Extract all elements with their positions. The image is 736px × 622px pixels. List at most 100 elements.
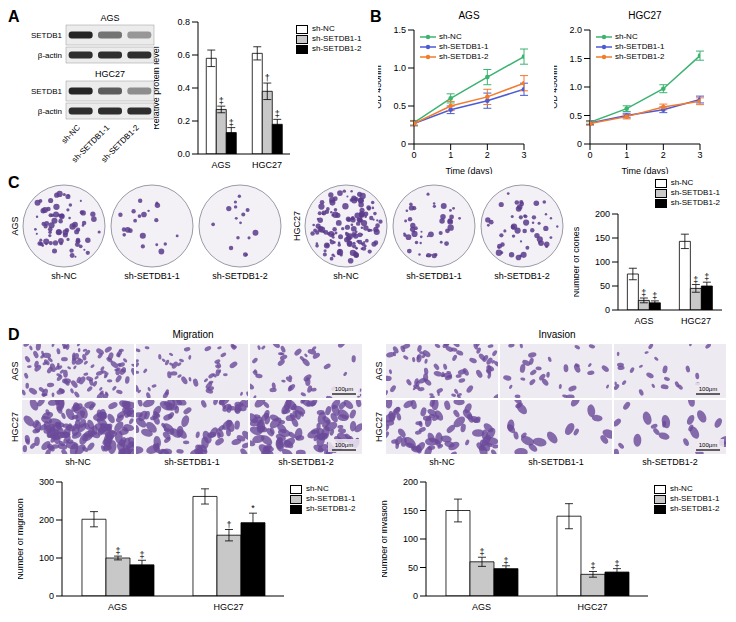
- svg-text:1.0: 1.0: [393, 63, 406, 73]
- svg-text:0: 0: [401, 139, 406, 149]
- svg-text:sh-SETDB1-1: sh-SETDB1-1: [70, 123, 112, 165]
- html-text:D: D: [8, 326, 20, 343]
- svg-text:Number of clones: Number of clones: [574, 226, 581, 297]
- svg-text:3: 3: [697, 150, 702, 160]
- svg-text:1.5: 1.5: [569, 54, 582, 64]
- svg-text:Number of migration: Number of migration: [18, 498, 25, 580]
- svg-text:1: 1: [624, 150, 629, 160]
- svg-text:0: 0: [605, 305, 610, 315]
- svg-text:‡: ‡: [229, 118, 234, 128]
- html-text:HGC27: HGC27: [628, 10, 662, 21]
- svg-text:*: *: [251, 503, 255, 513]
- svg-text:0.0: 0.0: [177, 149, 190, 159]
- svg-text:AGS: AGS: [108, 602, 127, 612]
- svg-text:1: 1: [448, 150, 453, 160]
- svg-text:‡: ‡: [704, 272, 709, 282]
- svg-text:‡: ‡: [115, 546, 120, 556]
- svg-text:300: 300: [39, 477, 54, 487]
- svg-text:Relative protein level: Relative protein level: [154, 46, 161, 130]
- svg-text:100μm: 100μm: [335, 442, 353, 448]
- svg-text:OD 450nm: OD 450nm: [554, 65, 559, 109]
- svg-text:AGS: AGS: [472, 602, 491, 612]
- svg-text:‡: ‡: [614, 559, 619, 569]
- svg-text:0.4: 0.4: [177, 83, 190, 93]
- svg-text:HGC27: HGC27: [95, 69, 125, 79]
- svg-text:50: 50: [408, 563, 418, 573]
- svg-text:sh-SETDB1-2: sh-SETDB1-2: [99, 123, 141, 165]
- svg-text:0: 0: [413, 591, 418, 601]
- svg-text:200: 200: [403, 477, 418, 487]
- html-text:Migration: Migration: [172, 329, 214, 340]
- svg-text:2: 2: [661, 150, 666, 160]
- svg-text:HGC27: HGC27: [681, 316, 711, 326]
- svg-text:1.5: 1.5: [393, 25, 406, 35]
- svg-text:1.0: 1.0: [569, 82, 582, 92]
- svg-text:0.5: 0.5: [569, 111, 582, 121]
- svg-text:0: 0: [587, 150, 592, 160]
- html-text:A: A: [8, 8, 20, 25]
- svg-text:‡: ‡: [693, 275, 698, 285]
- svg-text:0.6: 0.6: [177, 50, 190, 60]
- svg-text:100μm: 100μm: [699, 386, 717, 392]
- svg-text:‡: ‡: [479, 547, 484, 557]
- svg-text:AGS: AGS: [100, 13, 119, 23]
- svg-text:†: †: [265, 73, 270, 83]
- svg-text:HGC27: HGC27: [10, 412, 20, 442]
- svg-text:2: 2: [485, 150, 490, 160]
- svg-text:‡: ‡: [139, 550, 144, 560]
- svg-text:‡: ‡: [219, 96, 224, 106]
- svg-text:‡: ‡: [590, 561, 595, 571]
- svg-text:AGS: AGS: [634, 316, 653, 326]
- svg-text:100μm: 100μm: [335, 386, 353, 392]
- svg-text:sh-NC: sh-NC: [60, 123, 83, 146]
- svg-text:‡: ‡: [503, 556, 508, 566]
- html-text:sh-NC: sh-NC: [333, 271, 359, 281]
- html-text:AGS: AGS: [458, 10, 480, 21]
- svg-text:SETDB1: SETDB1: [31, 31, 63, 40]
- svg-text:‡: ‡: [275, 109, 280, 119]
- html-text:Invasion: Invasion: [538, 329, 576, 340]
- svg-text:SETDB1: SETDB1: [31, 87, 63, 96]
- html-text:sh-SETDB1-2: sh-SETDB1-2: [212, 271, 268, 281]
- html-text:sh-NC: sh-NC: [51, 271, 77, 281]
- svg-text:HGC27: HGC27: [292, 211, 302, 241]
- svg-text:2.0: 2.0: [569, 25, 582, 35]
- svg-text:AGS: AGS: [10, 361, 20, 380]
- svg-text:‡: ‡: [652, 291, 657, 301]
- svg-text:100: 100: [595, 257, 610, 267]
- svg-text:Time (days): Time (days): [445, 166, 492, 174]
- svg-text:HGC27: HGC27: [252, 160, 282, 170]
- svg-text:Number of invasion: Number of invasion: [382, 500, 389, 578]
- svg-text:200: 200: [595, 209, 610, 219]
- svg-text:0: 0: [411, 150, 416, 160]
- svg-text:AGS: AGS: [374, 361, 384, 380]
- svg-text:0.8: 0.8: [177, 17, 190, 27]
- svg-text:AGS: AGS: [10, 216, 20, 235]
- svg-text:150: 150: [403, 506, 418, 516]
- svg-text:HGC27: HGC27: [577, 602, 607, 612]
- html-text:sh-SETDB1-1: sh-SETDB1-1: [406, 271, 462, 281]
- svg-text:100: 100: [403, 534, 418, 544]
- svg-text:†: †: [226, 520, 231, 530]
- svg-text:50: 50: [600, 281, 610, 291]
- html-text:sh-SETDB1-1: sh-SETDB1-1: [124, 271, 180, 281]
- svg-text:AGS: AGS: [211, 160, 230, 170]
- svg-text:0: 0: [577, 139, 582, 149]
- html-text:C: C: [8, 174, 20, 191]
- svg-text:‡: ‡: [641, 288, 646, 298]
- svg-text:0: 0: [49, 591, 54, 601]
- svg-text:HGC27: HGC27: [374, 412, 384, 442]
- svg-text:150: 150: [595, 233, 610, 243]
- svg-text:0.5: 0.5: [393, 101, 406, 111]
- svg-text:0.2: 0.2: [177, 116, 190, 126]
- svg-text:100: 100: [39, 553, 54, 563]
- svg-text:β-actin: β-actin: [38, 107, 62, 116]
- html-text:B: B: [370, 8, 382, 25]
- svg-text:100μm: 100μm: [699, 442, 717, 448]
- svg-text:β-actin: β-actin: [38, 51, 62, 60]
- svg-text:HGC27: HGC27: [213, 602, 243, 612]
- svg-text:Time (days): Time (days): [621, 166, 668, 174]
- svg-text:3: 3: [521, 150, 526, 160]
- svg-text:200: 200: [39, 515, 54, 525]
- svg-text:OD 450nm: OD 450nm: [378, 65, 383, 109]
